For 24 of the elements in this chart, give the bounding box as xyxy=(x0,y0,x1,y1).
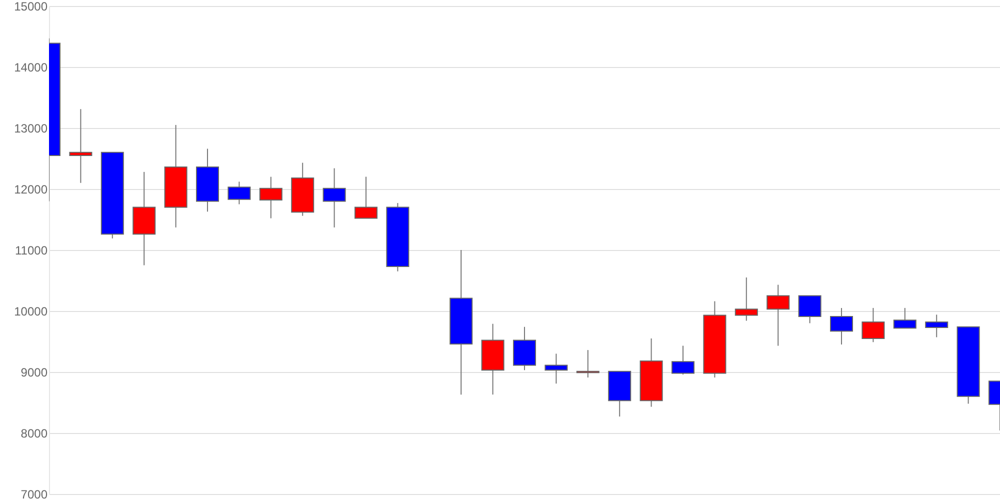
y-tick-label: 14000 xyxy=(14,60,48,74)
y-tick-label: 12000 xyxy=(14,182,48,196)
y-tick-label: 7000 xyxy=(20,488,48,500)
candlestick xyxy=(830,307,853,346)
candlestick xyxy=(69,108,92,184)
candlestick xyxy=(798,295,822,324)
candlestick xyxy=(893,307,916,329)
y-tick-label: 13000 xyxy=(14,122,48,136)
candlestick xyxy=(925,314,948,338)
candlestick xyxy=(354,176,378,219)
candlestick xyxy=(228,181,251,205)
y-tick-label: 15000 xyxy=(14,0,48,14)
y-tick-label: 10000 xyxy=(14,304,48,318)
candlestick xyxy=(576,350,600,378)
y-tick-label: 11000 xyxy=(15,244,48,258)
y-tick-label: 9000 xyxy=(20,366,48,380)
candlestick xyxy=(766,284,790,346)
candlestick xyxy=(259,176,282,219)
candlestick xyxy=(322,168,346,228)
candlestick xyxy=(544,353,568,384)
candlestick xyxy=(862,307,885,343)
y-tick-label: 8000 xyxy=(20,426,48,440)
candlestick xyxy=(672,345,694,375)
candlestick xyxy=(734,276,758,322)
